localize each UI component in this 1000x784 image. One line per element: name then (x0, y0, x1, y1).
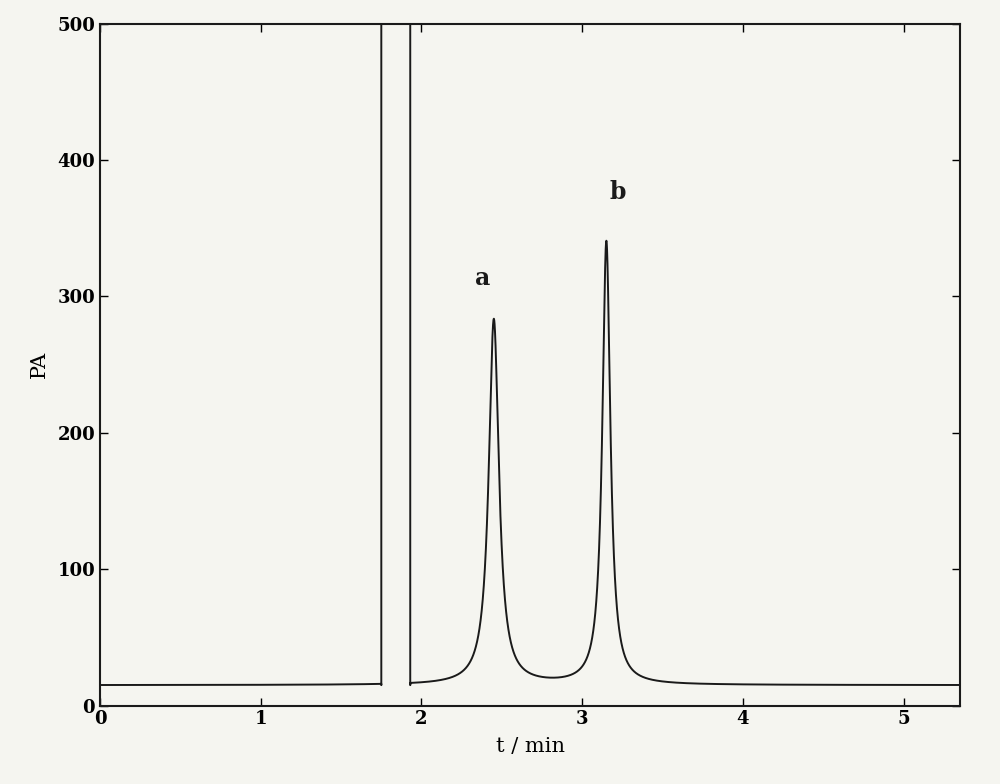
X-axis label: t / min: t / min (496, 737, 564, 756)
Y-axis label: PA: PA (30, 351, 49, 378)
Text: a: a (475, 266, 490, 289)
Text: b: b (609, 180, 626, 204)
